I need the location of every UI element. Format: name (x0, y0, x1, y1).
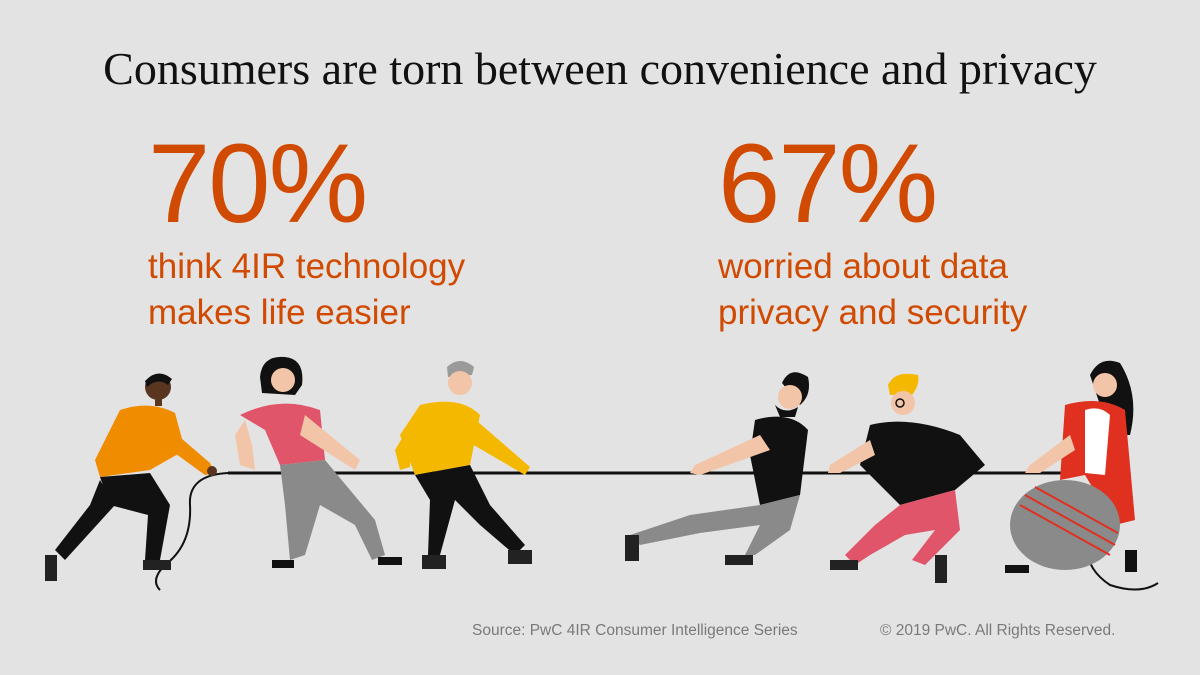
stat-convenience: 70% think 4IR technology makes life easi… (148, 128, 465, 336)
person-bearded-man (625, 372, 809, 565)
stat-description-line: think 4IR technology (148, 247, 466, 286)
person-orange-sweater (45, 373, 217, 581)
stat-description: worried about data privacy and security (718, 244, 1027, 336)
person-red-cardigan (1005, 360, 1137, 573)
stat-value: 70% (148, 121, 368, 246)
copyright-note: © 2019 PwC. All Rights Reserved. (880, 622, 1116, 639)
person-blond-man (828, 373, 985, 583)
source-note: Source: PwC 4IR Consumer Intelligence Se… (472, 622, 798, 639)
stat-description-line: worried about data (718, 247, 1008, 286)
person-yellow-sweater (395, 361, 532, 569)
stat-description-line: makes life easier (148, 293, 411, 332)
headline: Consumers are torn between convenience a… (103, 43, 1097, 94)
stat-description-line: privacy and security (718, 293, 1028, 332)
stat-value: 67% (718, 121, 938, 246)
tug-of-war-illustration (45, 356, 1159, 591)
stat-description: think 4IR technology makes life easier (148, 244, 465, 336)
person-pink-top (235, 356, 402, 568)
stat-privacy: 67% worried about data privacy and secur… (718, 128, 1027, 336)
